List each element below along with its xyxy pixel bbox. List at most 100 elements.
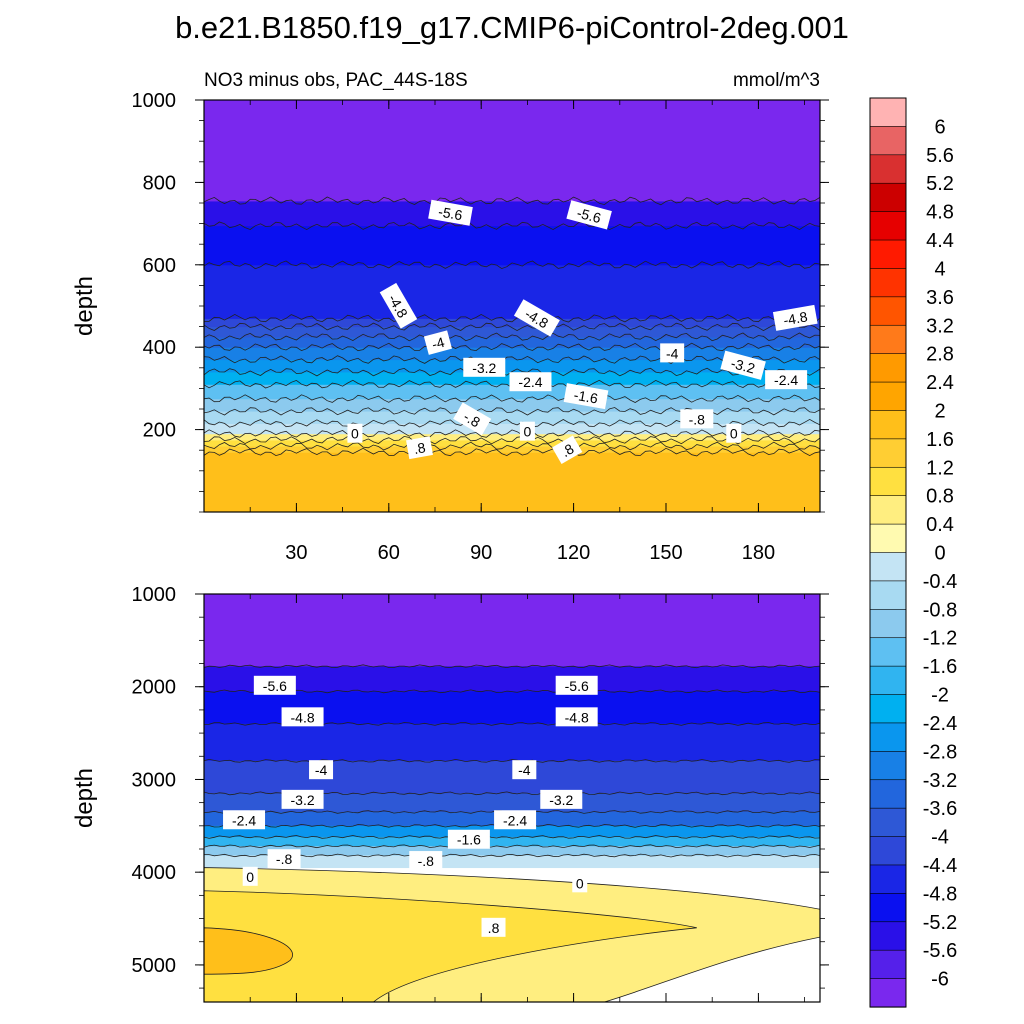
colorbar-label: 3.2: [926, 315, 954, 337]
x-tick-label: 30: [285, 542, 307, 564]
contour-band: [204, 326, 820, 338]
colorbar-swatch: [869, 324, 907, 355]
contour-band: [204, 793, 820, 813]
y-axis-label: depth: [71, 276, 98, 336]
contour-line: [204, 332, 820, 342]
colorbar-label: -4.4: [923, 855, 957, 877]
contour-line: [204, 322, 820, 332]
contour-band: [204, 264, 820, 319]
contour-line: [204, 758, 820, 763]
svg-text:-2.4: -2.4: [503, 812, 527, 828]
colorbar-swatch: [869, 97, 907, 128]
svg-text:-4: -4: [430, 334, 446, 353]
svg-text:-.8: -.8: [276, 851, 293, 867]
lower-contour-panel: -5.6 -5.6-4.8 -4.8-4 -4-3.2 -3.2-2.4 -2.4-1.6…: [71, 584, 829, 1003]
y-tick-label: 800: [143, 172, 176, 194]
contour-band: [204, 398, 820, 412]
colorbar-swatch: [869, 239, 907, 270]
colorbar-label: -5.2: [923, 912, 957, 934]
x-tick-label: 150: [649, 542, 682, 564]
contour-label: -4.8: [772, 304, 818, 331]
colorbar-label: 0.8: [926, 486, 954, 508]
colorbar-swatch: [869, 580, 907, 610]
contour-label: -.8: [267, 849, 301, 869]
contour-label: -3.2: [281, 789, 324, 809]
svg-text:-4: -4: [666, 345, 679, 361]
colorbar-swatch: [869, 978, 907, 1008]
svg-text:.8: .8: [412, 439, 426, 457]
x-tick-label: 90: [470, 542, 492, 564]
contour-band: [204, 855, 820, 869]
contour-band: [204, 446, 820, 453]
contour-label: 0: [242, 866, 258, 886]
contour-line: [204, 355, 820, 364]
colorbar-label: 0.4: [926, 514, 954, 536]
y-tick-label: 400: [143, 337, 176, 359]
colorbar-label: 2.4: [926, 372, 954, 394]
colorbar-label: -1.2: [923, 628, 957, 650]
contour-band: [204, 825, 820, 838]
colorbar-swatch: [869, 296, 907, 326]
contour-label: -2.4: [494, 810, 537, 830]
svg-text:-4.8: -4.8: [565, 709, 589, 725]
svg-text:-3.2: -3.2: [472, 360, 496, 376]
colorbar-label: 2.8: [926, 344, 954, 366]
contour-line: [204, 853, 820, 858]
contour-label: -1.6: [447, 829, 490, 849]
contour-line: [204, 394, 820, 403]
contour-line: [204, 844, 820, 849]
colorbar-label: -2.4: [923, 713, 957, 735]
colorbar-swatch: [869, 495, 907, 525]
contour-label: -.8: [680, 409, 714, 429]
svg-text:-4.8: -4.8: [782, 308, 809, 328]
contour-label: .8: [406, 436, 433, 460]
colorbar-label: -3.6: [923, 798, 957, 820]
colorbar-swatch: [869, 466, 907, 497]
contour-line: [204, 447, 820, 457]
svg-text:-4.8: -4.8: [290, 709, 314, 725]
colorbar-label: 4.8: [926, 202, 954, 224]
colorbar-swatch: [869, 779, 907, 809]
svg-text:-5.6: -5.6: [575, 205, 603, 227]
contour-label: .8: [552, 435, 583, 464]
contour-label: -4: [660, 343, 685, 363]
contour-line: [204, 260, 820, 270]
upper-contour-panel: .8 .8 0 0 0 -.8 -.8 -1.6 -2.4 -2.4 -3.2 -3.2 -4 -4 -4.…: [71, 90, 829, 564]
svg-text:-2.4: -2.4: [518, 374, 542, 390]
svg-text:-1.6: -1.6: [573, 387, 600, 407]
colorbar-label: 5.6: [926, 145, 954, 167]
colorbar-swatch: [869, 211, 907, 241]
colorbar-swatch: [869, 523, 907, 554]
panel-subtitle-right: mmol/m^3: [733, 70, 820, 91]
svg-text:-2.4: -2.4: [232, 812, 256, 828]
colorbar-swatch: [869, 381, 907, 412]
contour-band: [204, 452, 820, 512]
contour-label: -2.4: [509, 372, 552, 392]
contour-line: [204, 835, 820, 839]
contour-label: .8: [481, 917, 506, 937]
colorbar-label: -5.6: [923, 940, 957, 962]
colorbar-swatch: [869, 126, 907, 156]
contour-band: [204, 200, 820, 227]
contour-line: [204, 429, 820, 439]
colorbar-swatch: [869, 609, 907, 639]
svg-text:0: 0: [524, 424, 532, 440]
colorbar-label: 2: [934, 400, 945, 422]
y-tick-label: 200: [143, 420, 176, 442]
colorbar-label: -3.2: [923, 770, 957, 792]
contour-label: -2.4: [765, 370, 808, 390]
colorbar-swatch: [869, 921, 907, 951]
contour-band: [204, 423, 820, 435]
contour-band: [204, 100, 820, 202]
colorbar-swatch: [869, 893, 907, 923]
y-tick-label: 1000: [132, 584, 177, 606]
colorbar-label: 1.6: [926, 429, 954, 451]
contour-line: [204, 689, 820, 694]
colorbar-label: -6: [931, 969, 949, 991]
colorbar-swatch: [869, 751, 907, 781]
contour-line: [204, 435, 820, 445]
contour-band: [204, 846, 820, 856]
contour-label: -5.6: [555, 675, 598, 695]
contour-label: -2.4: [223, 810, 266, 830]
